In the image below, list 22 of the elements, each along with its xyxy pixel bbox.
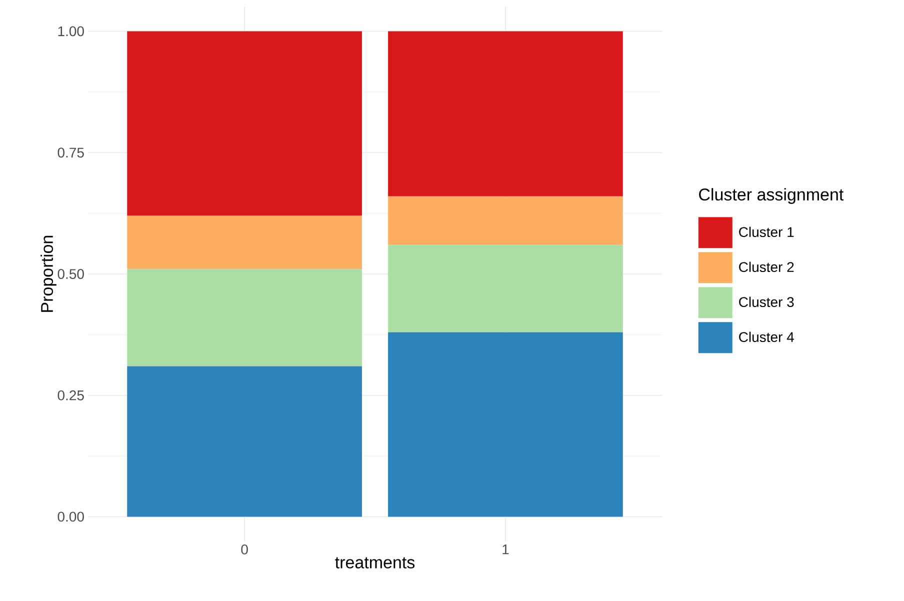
y-tick-label: 0.00 [58,512,84,522]
legend-label: Cluster 3 [739,296,794,308]
bar [388,31,623,196]
bar [388,196,623,245]
y-tick-label: 0.50 [58,269,84,279]
x-tick-label: 0 [241,544,248,554]
bar [127,31,362,216]
bar [127,216,362,270]
y-tick-label: 0.25 [58,390,84,400]
legend-label: Cluster 1 [739,226,794,238]
x-axis-title: treatments [335,557,415,568]
y-axis-title: Proportion [40,236,56,312]
y-tick-label: 1.00 [58,26,84,36]
legend-label: Cluster 2 [739,262,794,272]
bar [388,332,623,517]
x-tick-label: 1 [502,544,509,554]
bar [388,244,623,332]
bar [127,366,362,517]
bar [127,269,362,366]
legend-label: Cluster 4 [739,332,794,342]
legend-title: Cluster assignment [699,188,844,204]
y-tick-label: 0.75 [58,148,84,158]
